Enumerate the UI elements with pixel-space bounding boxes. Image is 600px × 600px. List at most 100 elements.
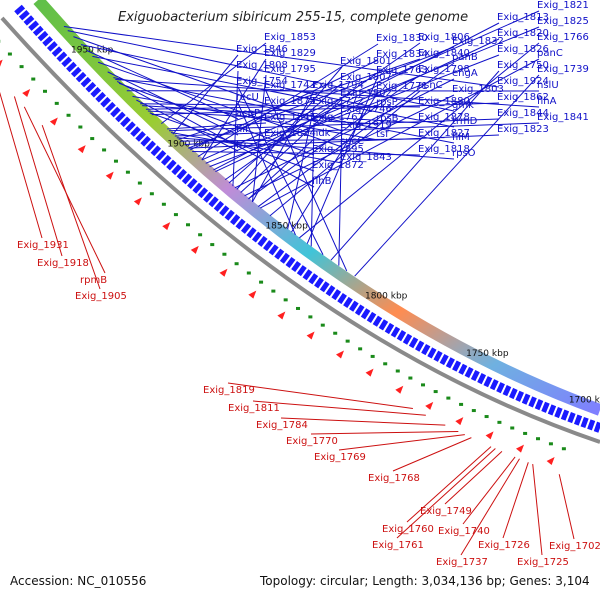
- forward-gene-label[interactable]: Exig_1824: [264, 128, 316, 139]
- forward-gene-label[interactable]: Exig_1821: [537, 0, 589, 11]
- forward-gene-label[interactable]: hslU: [537, 80, 559, 91]
- forward-gene-label[interactable]: flhB: [312, 176, 332, 187]
- forward-gene-label[interactable]: recU: [236, 92, 259, 103]
- forward-gene-label[interactable]: Exig_1798: [418, 64, 470, 75]
- reverse-gene-label[interactable]: rpmB: [80, 275, 107, 286]
- reverse-gene-label[interactable]: Exig_1761: [372, 540, 424, 551]
- forward-gene-label[interactable]: rpsO: [452, 148, 476, 159]
- forward-gene-label[interactable]: Exig_1895: [312, 144, 364, 155]
- forward-gene-label[interactable]: Exig_1771: [376, 81, 428, 92]
- forward-gene-label[interactable]: Exig_1808: [236, 60, 288, 71]
- gc-skew-mark: [283, 298, 288, 302]
- reverse-gene-label[interactable]: Exig_1760: [382, 524, 434, 535]
- gc-skew-mark: [296, 306, 301, 310]
- reverse-gene-label[interactable]: Exig_1702: [549, 541, 600, 552]
- forward-gene-label[interactable]: Exig_1841: [537, 112, 589, 123]
- gene-leader-line: [118, 82, 315, 156]
- forward-gene-label[interactable]: Exig_1818: [418, 144, 470, 155]
- reverse-gene-label[interactable]: Exig_1726: [478, 540, 530, 551]
- forward-gene-label[interactable]: Exig_1794: [312, 80, 364, 91]
- gc-skew-mark: [54, 101, 59, 105]
- reverse-gene-label[interactable]: Exig_1749: [420, 506, 472, 517]
- reverse-gene-label[interactable]: Exig_1740: [438, 526, 490, 537]
- reverse-gene-label[interactable]: Exig_1905: [75, 291, 127, 302]
- forward-gene-label[interactable]: Exig_1844: [497, 108, 549, 119]
- forward-gene-label[interactable]: fliF: [236, 124, 251, 135]
- forward-gene-label[interactable]: Exig_1834: [376, 49, 428, 60]
- forward-gene-label[interactable]: gmk: [452, 100, 474, 111]
- gc-skew-mark: [149, 192, 154, 196]
- forward-gene-label[interactable]: Exig_1750: [497, 60, 549, 71]
- forward-gene-label[interactable]: Exig_1806: [418, 32, 470, 43]
- forward-gene-label[interactable]: Exig_1830: [376, 33, 428, 44]
- forward-gene-label[interactable]: Exig_1766: [537, 32, 589, 43]
- forward-gene-label[interactable]: Exig_1739: [537, 64, 589, 75]
- forward-gene-label[interactable]: Exig_1763: [376, 65, 428, 76]
- reverse-gene-label[interactable]: Exig_1725: [517, 557, 569, 568]
- reverse-gene-label[interactable]: Exig_1931: [17, 240, 69, 251]
- forward-gene-label[interactable]: Exig_1843: [340, 152, 392, 163]
- forward-gene-label[interactable]: Exig_1820: [497, 28, 549, 39]
- reverse-gene-label[interactable]: Exig_1737: [436, 557, 488, 568]
- forward-gene-label[interactable]: rpsB: [376, 113, 399, 124]
- forward-gene-label[interactable]: fliM: [452, 132, 470, 143]
- forward-gene-label[interactable]: Exig_1862: [497, 92, 549, 103]
- reverse-gene-label[interactable]: Exig_1770: [286, 436, 338, 447]
- forward-gene-label[interactable]: Exig_1803: [452, 84, 504, 95]
- gene-leader-line: [257, 62, 455, 207]
- forward-gene-label[interactable]: Exig_1825: [537, 16, 589, 27]
- forward-gene-label[interactable]: panC: [537, 48, 563, 59]
- forward-gene-label[interactable]: rpsP: [376, 97, 398, 108]
- gene-leader-line: [248, 74, 421, 200]
- forward-gene-label[interactable]: Exig_1878: [418, 112, 470, 123]
- gene-leader-line: [299, 42, 540, 239]
- gene-leader-line: [201, 10, 540, 161]
- forward-gene-label[interactable]: Exig_1772: [312, 96, 364, 107]
- forward-gene-label[interactable]: Exig_1795: [264, 64, 316, 75]
- forward-gene-label[interactable]: Exig_1853: [264, 32, 316, 43]
- gc-skew-mark: [446, 396, 451, 400]
- forward-gene-label[interactable]: Exig_1746: [340, 104, 392, 115]
- forward-gene-label[interactable]: Exig_1801: [340, 56, 392, 67]
- forward-gene-label[interactable]: Exig_1762: [312, 112, 364, 123]
- forward-gene-label[interactable]: Exig_1754: [236, 76, 288, 87]
- forward-gene-label[interactable]: tsf: [376, 129, 389, 140]
- reverse-gene-label[interactable]: Exig_1819: [203, 385, 255, 396]
- forward-gene-label[interactable]: panB: [452, 52, 478, 63]
- forward-gene-label[interactable]: Exig_1826: [497, 44, 549, 55]
- forward-gene-label[interactable]: Exig_1880: [418, 96, 470, 107]
- forward-gene-label[interactable]: trmD: [452, 116, 478, 127]
- gc-skew-mark: [78, 125, 83, 129]
- forward-gene-label[interactable]: Exig_1919: [340, 120, 392, 131]
- forward-gene-label[interactable]: Exig_1832: [452, 36, 504, 47]
- forward-gene-label[interactable]: Exig_1823: [497, 124, 549, 135]
- forward-gene-label[interactable]: Exig_1845: [264, 112, 316, 123]
- forward-gene-label[interactable]: Exig_1827: [418, 128, 470, 139]
- reverse-gene-label[interactable]: Exig_1768: [368, 473, 420, 484]
- forward-gene-label[interactable]: flhA: [537, 96, 557, 107]
- forward-gene-label[interactable]: Exig_1807: [340, 72, 392, 83]
- reverse-gene-label[interactable]: Exig_1769: [314, 452, 366, 463]
- forward-gene-label[interactable]: Exig_1875: [264, 96, 316, 107]
- forward-gene-label[interactable]: Exig_1872: [312, 160, 364, 171]
- reverse-gene-label[interactable]: Exig_1784: [256, 420, 308, 431]
- reverse-gene-leaders: [0, 91, 575, 556]
- forward-gene-label[interactable]: Exig_1924: [497, 76, 549, 87]
- forward-gene-label[interactable]: Exig_1840: [418, 48, 470, 59]
- forward-gene-label[interactable]: acpP: [236, 108, 260, 119]
- forward-gene-label[interactable]: Exig_1813: [497, 12, 549, 23]
- gene-leader-line: [240, 98, 343, 193]
- forward-gene-label[interactable]: asnC: [418, 80, 443, 91]
- forward-gene-label[interactable]: Exig_1802: [340, 88, 392, 99]
- reverse-gene-label[interactable]: Exig_1811: [228, 403, 280, 414]
- forward-gene-label[interactable]: engA: [452, 68, 478, 79]
- forward-gene-label[interactable]: Exig_1829: [264, 48, 316, 59]
- gc-skew-mark: [421, 383, 426, 387]
- forward-gene-label[interactable]: Exig_1743: [264, 80, 316, 91]
- forward-gene-label[interactable]: frr: [236, 140, 248, 151]
- forward-gene-label[interactable]: ndk: [312, 128, 331, 139]
- reverse-gene-label[interactable]: Exig_1918: [37, 258, 89, 269]
- forward-gene-label[interactable]: Exig_1846: [236, 44, 288, 55]
- forward-gene-label[interactable]: sucC: [340, 136, 364, 147]
